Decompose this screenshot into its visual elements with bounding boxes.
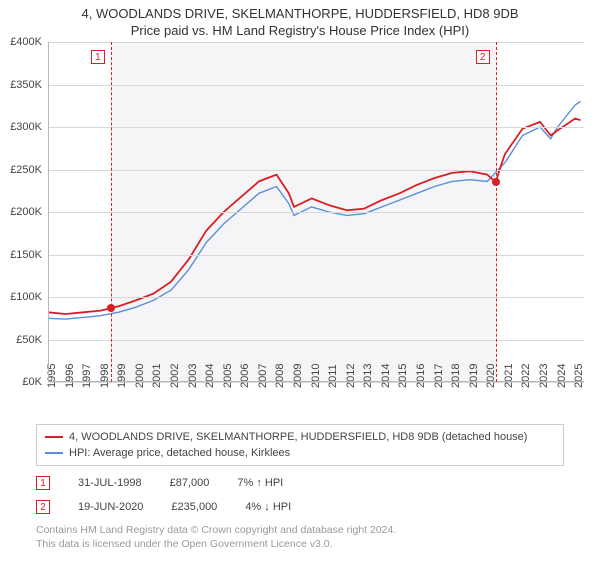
x-axis-label: 2021 [503,364,515,388]
x-axis-label: 1997 [81,364,93,388]
x-axis-label: 2024 [556,364,568,388]
legend-swatch [45,452,63,454]
x-axis-label: 2010 [310,364,322,388]
x-axis-label: 2025 [573,364,585,388]
x-axis-label: 2012 [345,364,357,388]
y-axis-label: £200K [10,206,42,218]
legend-item: HPI: Average price, detached house, Kirk… [45,445,555,461]
gridline [48,170,584,171]
x-axis-label: 2009 [292,364,304,388]
series-line [48,119,581,315]
arrow-down-icon: ↓ [264,501,270,513]
chart-title: 4, WOODLANDS DRIVE, SKELMANTHORPE, HUDDE… [0,6,600,21]
x-axis-label: 2019 [468,364,480,388]
gridline [48,255,584,256]
y-axis-label: £150K [10,249,42,261]
event-price: £235,000 [171,501,217,513]
marker-dot [492,178,500,186]
x-axis-label: 1998 [99,364,111,388]
x-axis-label: 2014 [380,364,392,388]
marker-dash-line [111,42,112,382]
series-line [48,102,581,320]
x-axis-label: 2016 [415,364,427,388]
plot-area: £0K£50K£100K£150K£200K£250K£300K£350K£40… [48,42,584,382]
marker-dash-line [496,42,497,382]
y-axis-label: £300K [10,121,42,133]
marker-dot [107,304,115,312]
x-axis-label: 2007 [257,364,269,388]
legend-label: HPI: Average price, detached house, Kirk… [69,445,290,461]
x-axis-label: 1996 [64,364,76,388]
y-axis-label: £0K [22,376,42,388]
y-axis-label: £50K [16,334,42,346]
chart-container: { "title": "4, WOODLANDS DRIVE, SKELMANT… [0,6,600,566]
x-axis-label: 2001 [151,364,163,388]
marker-number-box: 1 [91,50,105,64]
chart-subtitle: Price paid vs. HM Land Registry's House … [0,23,600,38]
y-axis [48,42,49,382]
legend-label: 4, WOODLANDS DRIVE, SKELMANTHORPE, HUDDE… [69,429,527,445]
event-marker-box: 1 [36,476,50,490]
event-marker-box: 2 [36,500,50,514]
x-axis-label: 2013 [362,364,374,388]
sale-event-row: 1 31-JUL-1998 £87,000 7% ↑ HPI [36,476,564,490]
x-axis [48,381,584,382]
legend-swatch [45,436,63,438]
x-axis-label: 2006 [239,364,251,388]
gridline [48,212,584,213]
legend-item: 4, WOODLANDS DRIVE, SKELMANTHORPE, HUDDE… [45,429,555,445]
marker-number-box: 2 [476,50,490,64]
x-axis-label: 2002 [169,364,181,388]
event-pct: 7% ↑ HPI [237,477,283,489]
gridline [48,127,584,128]
chart-footer: 4, WOODLANDS DRIVE, SKELMANTHORPE, HUDDE… [36,424,564,551]
x-axis-label: 2005 [222,364,234,388]
arrow-up-icon: ↑ [256,477,262,489]
x-axis-label: 1999 [116,364,128,388]
x-axis-label: 2008 [274,364,286,388]
gridline [48,42,584,43]
x-axis-label: 2017 [433,364,445,388]
event-date: 31-JUL-1998 [78,477,142,489]
legend: 4, WOODLANDS DRIVE, SKELMANTHORPE, HUDDE… [36,424,564,466]
x-axis-label: 2000 [134,364,146,388]
x-axis-label: 2022 [520,364,532,388]
x-axis-label: 2015 [397,364,409,388]
y-axis-label: £250K [10,164,42,176]
y-axis-label: £100K [10,291,42,303]
y-axis-label: £350K [10,79,42,91]
x-axis-label: 2004 [204,364,216,388]
x-axis-label: 2011 [327,364,339,388]
x-axis-label: 2023 [538,364,550,388]
y-axis-label: £400K [10,36,42,48]
event-price: £87,000 [170,477,210,489]
sale-event-row: 2 19-JUN-2020 £235,000 4% ↓ HPI [36,500,564,514]
gridline [48,85,584,86]
gridline [48,340,584,341]
attribution-text: Contains HM Land Registry data © Crown c… [36,524,564,551]
event-date: 19-JUN-2020 [78,501,143,513]
x-axis-label: 2003 [187,364,199,388]
x-axis-label: 2018 [450,364,462,388]
event-pct: 4% ↓ HPI [245,501,291,513]
gridline [48,297,584,298]
